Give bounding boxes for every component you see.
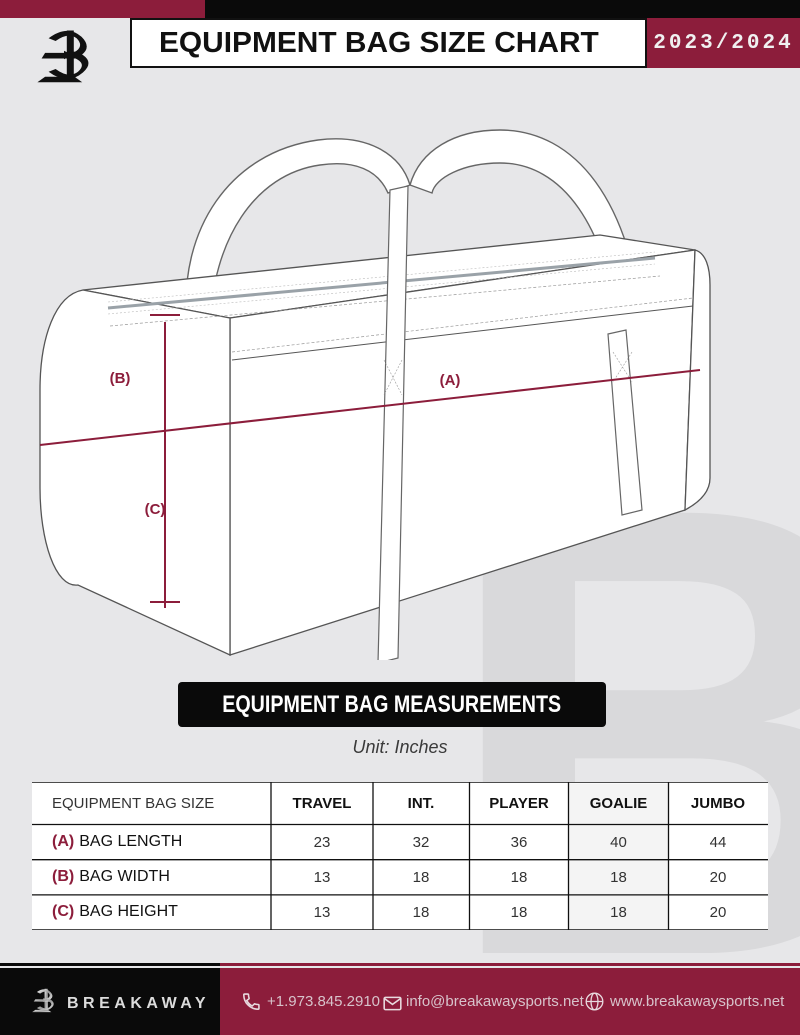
svg-text:(C): (C)	[145, 501, 166, 518]
svg-text:(B): (B)	[110, 370, 131, 387]
svg-text:(A): (A)	[440, 372, 461, 389]
